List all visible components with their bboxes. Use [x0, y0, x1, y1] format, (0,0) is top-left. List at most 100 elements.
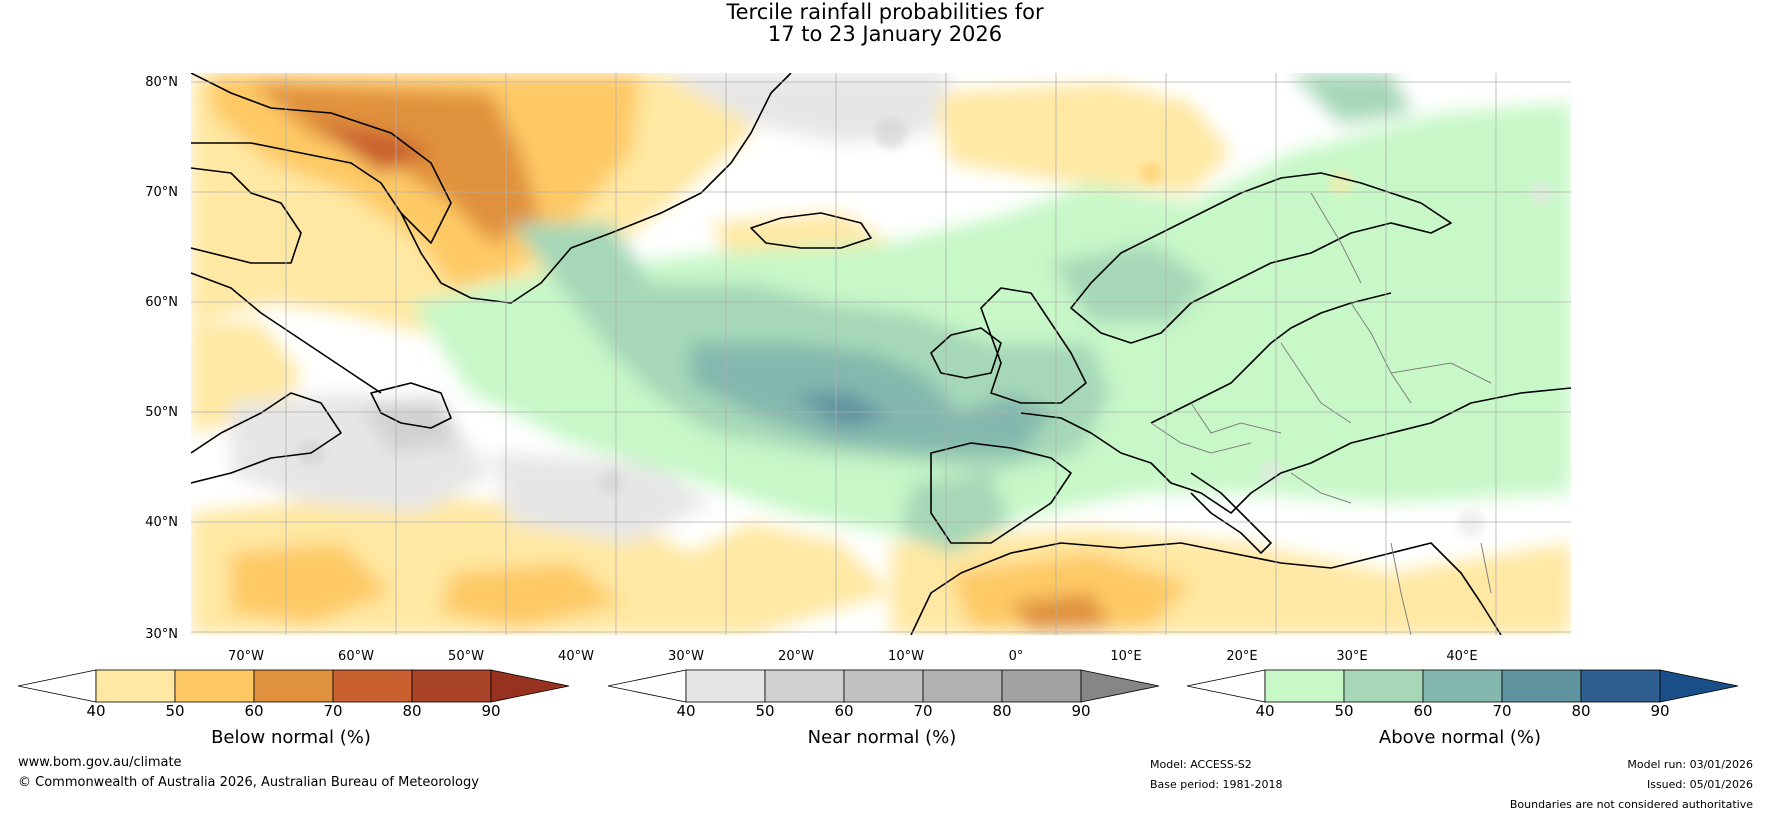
colorbar-near-segment — [685, 669, 766, 703]
coast-greenland — [191, 73, 792, 304]
colorbar-above-tick: 50 — [1334, 702, 1354, 720]
forecast-map — [191, 73, 1571, 635]
chart-title-line2: 17 to 23 January 2026 — [767, 22, 1003, 46]
colorbar-below-segment — [253, 669, 334, 703]
country-borders — [1150, 192, 1492, 635]
colorbar-above-title: Above normal (%) — [1378, 727, 1542, 748]
map-svg — [191, 73, 1571, 635]
lon-label-40e: 40°E — [1446, 649, 1478, 664]
colorbar-near-segment — [764, 669, 845, 703]
colorbar-near-tick: 80 — [992, 702, 1012, 720]
colorbar-below-tick: 40 — [86, 702, 106, 720]
colorbar-near-tick: 90 — [1071, 702, 1091, 720]
lon-label-20w: 20°W — [778, 649, 814, 664]
speckle — [1259, 461, 1283, 485]
lon-label-10e: 10°E — [1110, 649, 1142, 664]
chart-title-line1: Tercile rainfall probabilities for — [726, 0, 1044, 24]
colorbar-below-segment — [332, 669, 413, 703]
colorbar-above-tick: 40 — [1255, 702, 1275, 720]
lon-label-30w: 30°W — [668, 649, 704, 664]
colorbar-above-upper-extend — [1659, 669, 1739, 703]
lat-label-40n: 40°N — [145, 515, 178, 530]
footer-model: Model: ACCESS-S2 — [1150, 758, 1252, 771]
colorbar-above-segment — [1343, 669, 1424, 703]
lon-label-50w: 50°W — [448, 649, 484, 664]
speckle — [1329, 171, 1353, 195]
colorbar-near-segment — [1001, 669, 1082, 703]
lon-label-20e: 20°E — [1226, 649, 1258, 664]
coastlines — [191, 73, 1571, 635]
colorbar-below-segment — [411, 669, 492, 703]
colorbar-above-segment — [1580, 669, 1661, 703]
below-field-south-60 — [231, 543, 621, 628]
below-field-africa-60 — [951, 553, 1191, 628]
lat-label-70n: 70°N — [145, 185, 178, 200]
coast-baffin — [191, 167, 302, 264]
colorbars-svg — [17, 669, 1739, 703]
colorbar-above-normal — [1186, 669, 1739, 703]
lat-label-60n: 60°N — [145, 295, 178, 310]
footer-disclaimer: Boundaries are not considered authoritat… — [1509, 798, 1753, 811]
colorbar-above-tick: 60 — [1413, 702, 1433, 720]
footer-model-run: Model run: 03/01/2026 — [1627, 758, 1753, 771]
colorbar-near-tick: 40 — [676, 702, 696, 720]
lon-label-10w: 10°W — [888, 649, 924, 664]
footer-issued: Issued: 05/01/2026 — [1646, 778, 1753, 791]
footer-copyright: © Commonwealth of Australia 2026, Austra… — [18, 775, 479, 790]
speckle — [1141, 163, 1161, 183]
colorbar-above-segment — [1422, 669, 1503, 703]
colorbar-below-title: Below normal (%) — [211, 727, 371, 748]
lon-label-60w: 60°W — [338, 649, 374, 664]
lon-label-40w: 40°W — [558, 649, 594, 664]
colorbar-near-title: Near normal (%) — [807, 727, 957, 748]
colorbar-near-tick: 60 — [834, 702, 854, 720]
colorbar-above-segment — [1264, 669, 1345, 703]
colorbar-below-tick: 90 — [481, 702, 501, 720]
speckle — [1529, 181, 1553, 205]
lat-label-30n: 30°N — [145, 627, 178, 642]
near-field-midatlantic — [491, 453, 711, 543]
coast-iceland — [750, 212, 872, 249]
above-field-scandinavia — [1051, 73, 1411, 323]
coast-scandinavia — [1070, 172, 1452, 344]
colorbar-below-lower-extend — [17, 669, 97, 703]
colorbar-below-upper-extend — [490, 669, 570, 703]
colorbar-near-tick: 50 — [755, 702, 775, 720]
above-field-iberia — [901, 473, 1011, 553]
footer-website: www.bom.gov.au/climate — [18, 755, 182, 770]
colorbar-above-tick: 70 — [1492, 702, 1512, 720]
lon-label-30e: 30°E — [1336, 649, 1368, 664]
coast-europe — [1020, 292, 1571, 514]
colorbar-near-upper-extend — [1080, 669, 1160, 703]
colorbar-below-tick: 80 — [402, 702, 422, 720]
coast-iberia — [930, 442, 1072, 544]
lat-label-80n: 80°N — [145, 75, 178, 90]
footer-base-period: Base period: 1981-2018 — [1150, 778, 1283, 791]
coast-british-isles — [930, 287, 1087, 404]
colorbar-above-segment — [1501, 669, 1582, 703]
above-field-atlantic-80 — [791, 393, 891, 428]
coast-newfoundland — [370, 382, 452, 429]
colorbar-below-tick: 70 — [323, 702, 343, 720]
colorbar-below-segment — [174, 669, 255, 703]
speckle — [599, 471, 623, 495]
colorbar-near-lower-extend — [607, 669, 687, 703]
speckle — [1457, 509, 1485, 537]
coast-labrador — [191, 272, 382, 484]
border-lines — [1150, 192, 1492, 635]
colorbar-above-tick: 80 — [1571, 702, 1591, 720]
colorbar-near-normal — [607, 669, 1160, 703]
coast-italy — [1190, 472, 1272, 554]
lon-label-70w: 70°W — [228, 649, 264, 664]
colorbar-below-tick: 50 — [165, 702, 185, 720]
above-field-atlantic-70 — [691, 343, 1051, 453]
speckle — [875, 117, 907, 149]
colorbar-near-segment — [922, 669, 1003, 703]
coast-africa — [910, 542, 1502, 635]
below-field-greenland-80 — [311, 123, 431, 173]
colorbar-near-tick: 70 — [913, 702, 933, 720]
lat-label-50n: 50°N — [145, 405, 178, 420]
colorbar-below-normal — [17, 669, 570, 703]
below-field-africa-70 — [1011, 593, 1111, 631]
colorbar-below-tick: 60 — [244, 702, 264, 720]
